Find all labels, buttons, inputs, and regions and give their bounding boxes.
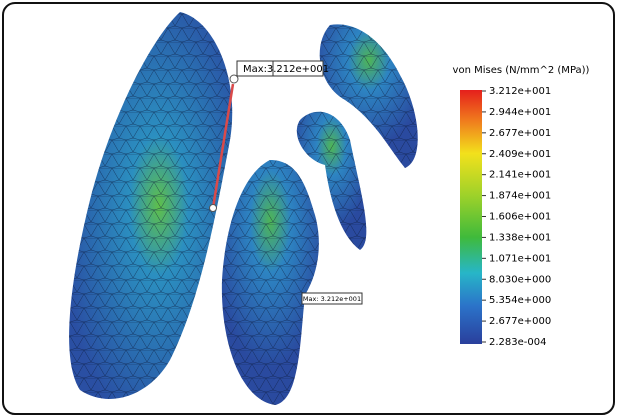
model [69, 12, 418, 405]
legend-label: 2.944e+001 [489, 107, 551, 118]
legend-label: 2.283e-004 [489, 337, 546, 348]
legend-label: 1.606e+001 [489, 212, 551, 223]
legend-title: von Mises (N/mm^2 (MPa)) [453, 65, 590, 76]
max-point [209, 204, 217, 212]
legend-label: 1.071e+001 [489, 253, 551, 264]
max-pointer [211, 83, 235, 209]
legend-label: 1.874e+001 [489, 191, 551, 202]
legend-labels: 3.212e+001 2.944e+001 2.677e+001 2.409e+001… [482, 86, 551, 348]
legend-label: 2.677e+000 [489, 316, 551, 327]
legend-label: 2.409e+001 [489, 149, 551, 160]
annotation-box [272, 60, 324, 77]
annotation-label: Max: [243, 64, 267, 75]
legend-label: 2.677e+001 [489, 128, 551, 139]
legend-label: 2.141e+001 [489, 170, 551, 181]
annotation-text: Max: 3.212e+001 [303, 295, 361, 303]
legend-label: 1.338e+001 [489, 232, 551, 243]
legend-label: 3.212e+001 [489, 86, 551, 97]
legend-label: 8.030e+000 [489, 274, 551, 285]
legend-label: 5.354e+000 [489, 295, 551, 306]
annotation-box [301, 292, 363, 305]
max-point [229, 74, 239, 84]
color-bar [460, 90, 482, 344]
annotation-value: 3.212e+001 [267, 64, 329, 75]
